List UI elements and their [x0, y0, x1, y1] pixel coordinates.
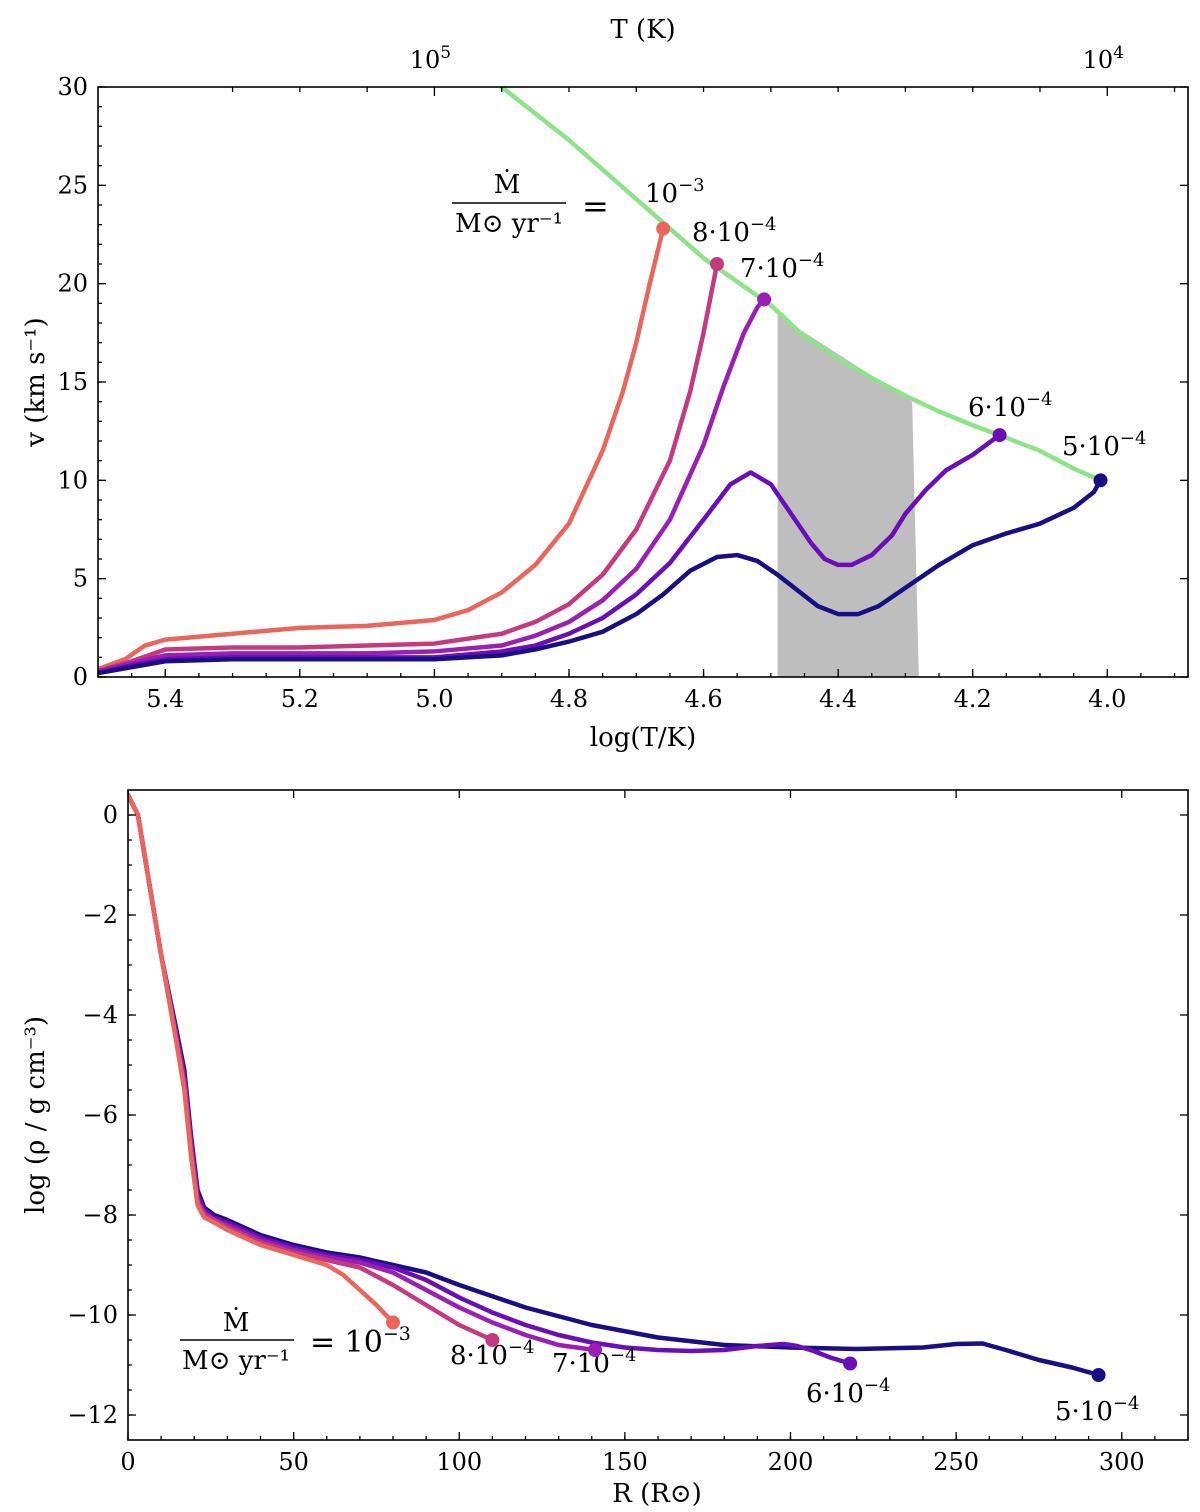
top-plot-frame — [97, 86, 1189, 678]
bottom-end-label-6e-4: 6·10−4 — [806, 1375, 890, 1409]
x-tick-label: 300 — [1099, 1448, 1145, 1476]
envelope-group — [499, 87, 1103, 483]
y-tick-label: −10 — [67, 1301, 118, 1329]
y-tick-label: −4 — [83, 1001, 118, 1029]
x-tick-label: 250 — [933, 1448, 979, 1476]
x-tick-label: 4.4 — [819, 685, 857, 713]
y-tick-label: −2 — [83, 901, 118, 929]
top-legend-fraction: Ṁ M⊙ yr⁻¹ = — [452, 169, 609, 239]
x-tick-label: 4.8 — [550, 685, 588, 713]
velocity-series-line — [98, 261, 720, 674]
bottom-legend-numerator: Ṁ — [223, 1307, 250, 1338]
top-end-label-8e-4: 8·10−4 — [692, 214, 776, 248]
bottom-legend-denominator: M⊙ yr⁻¹ — [182, 1346, 290, 1376]
y-tick-label: 5 — [73, 565, 88, 593]
y-tick-label: 25 — [57, 171, 88, 199]
y-tick-label: 15 — [57, 368, 88, 396]
x-tick-label: 150 — [602, 1448, 648, 1476]
bottom-end-label-8e-4: 8·10−4 — [450, 1337, 534, 1371]
density-series-line — [128, 792, 1101, 1378]
density-series-line — [128, 792, 396, 1325]
bottom-panel: 0 50 100 150 200 250 300 0 −2 −4 −6 −8 −10 −12 R (R⊙)… — [21, 789, 1189, 1509]
density-series-end-marker — [386, 1315, 400, 1330]
y-tick-label: 0 — [73, 663, 88, 691]
top-secondary-axis-label: T (K) — [610, 15, 675, 45]
top-legend-denominator: M⊙ yr⁻¹ — [455, 209, 563, 239]
velocity-series-line — [98, 478, 1103, 676]
shaded-region-group — [777, 315, 919, 677]
top-panel: 5.4 5.2 5.0 4.8 4.6 4.4 4.2 4.0 0 5 10 15 20 25 30 T (… — [21, 15, 1189, 753]
x-tick-label: 200 — [768, 1448, 814, 1476]
velocity-series-group — [98, 226, 1103, 676]
y-tick-label: 10 — [57, 466, 88, 494]
bottom-end-label-5e-4: 5·10−4 — [1055, 1393, 1139, 1427]
bottom-y-axis-label: log (ρ / g cm⁻³) — [21, 1016, 51, 1214]
x-tick-label: 0 — [120, 1448, 135, 1476]
x-tick-label: 50 — [278, 1448, 309, 1476]
x-tick-label: 4.6 — [684, 685, 722, 713]
density-series-end-marker — [588, 1343, 603, 1357]
density-series-group — [128, 792, 1101, 1378]
x-tick-label: 4.0 — [1088, 685, 1126, 713]
shaded-region — [777, 315, 919, 677]
bottom-plot-frame — [127, 789, 1189, 1441]
bottom-x-axis-label: R (R⊙) — [612, 1479, 702, 1509]
density-series-end-marker — [1091, 1368, 1106, 1382]
envelope-line — [499, 87, 1103, 483]
y-tick-label: 30 — [57, 73, 88, 101]
velocity-series-end-marker — [992, 428, 1007, 443]
velocity-series-line — [98, 297, 767, 674]
top-legend-numerator: Ṁ — [494, 169, 521, 200]
x-tick-label: 5.2 — [281, 685, 319, 713]
y-tick-label: 0 — [103, 801, 118, 829]
y-tick-label: −6 — [83, 1101, 118, 1129]
x-tick-label: 100 — [436, 1448, 482, 1476]
velocity-series-end-marker — [656, 221, 671, 236]
top-end-label-6e-4: 6·10−4 — [968, 389, 1052, 423]
top-secondary-tick-label: 105 — [410, 43, 451, 74]
velocity-series-end-marker — [1093, 473, 1108, 488]
velocity-series-end-marker — [757, 292, 772, 307]
top-x-axis-label: log(T/K) — [590, 723, 696, 753]
top-y-axis-label: v (km s⁻¹) — [21, 317, 51, 447]
bottom-legend-fraction: Ṁ M⊙ yr⁻¹ = 10−3 — [180, 1307, 411, 1376]
density-series-line — [128, 792, 853, 1366]
top-end-label-5e-4: 5·10−4 — [1062, 428, 1146, 462]
y-tick-label: −12 — [67, 1401, 118, 1429]
x-tick-label: 4.2 — [954, 685, 992, 713]
velocity-series-end-marker — [710, 257, 725, 271]
density-series-end-marker — [485, 1333, 500, 1347]
velocity-series-line — [98, 226, 666, 672]
top-end-label-7e-4: 7·10−4 — [740, 250, 824, 284]
y-tick-label: −8 — [83, 1201, 118, 1229]
top-legend-equals: = — [582, 187, 609, 225]
density-series-end-marker — [843, 1356, 858, 1371]
top-axis-ticks: 5.4 5.2 5.0 4.8 4.6 4.4 4.2 4.0 0 5 10 15 20 25 30 — [57, 73, 1188, 713]
x-tick-label: 5.0 — [415, 685, 453, 713]
y-tick-label: 20 — [57, 270, 88, 298]
top-end-label-1e-3: 10−3 — [645, 175, 705, 209]
top-secondary-tick-label: 104 — [1083, 43, 1124, 74]
x-tick-label: 5.4 — [146, 685, 184, 713]
